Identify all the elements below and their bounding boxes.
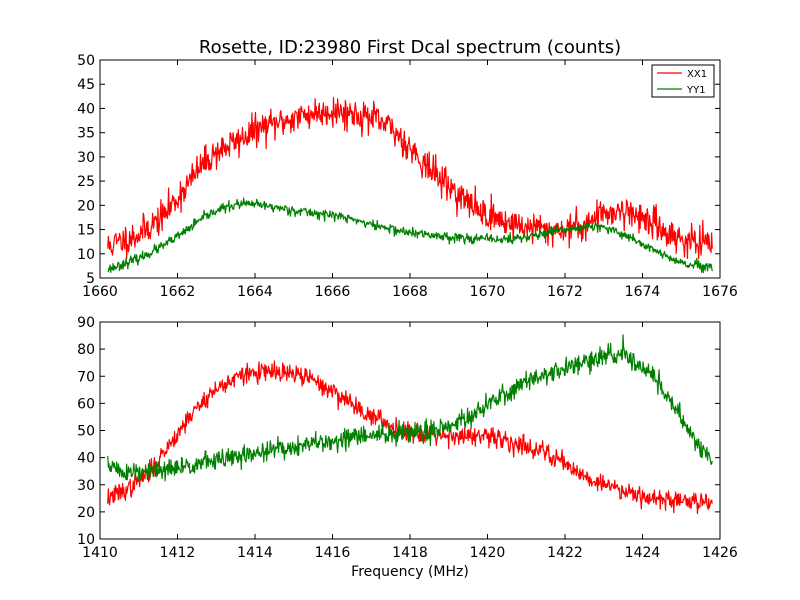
top-axis-ticks: 1660 1662 1664 1666 1668 1670 1672 1674 1676 5 10 1… [77,53,738,300]
top-xtick-label: 1670 [470,284,506,300]
bottom-ytick-label: 20 [77,505,95,521]
bottom-xtick-label: 1426 [702,545,738,561]
bottom-xtick-label: 1424 [625,545,661,561]
bottom-ytick-label: 80 [77,342,95,358]
top-ytick-label: 10 [77,247,95,263]
bottom-spectrum-panel: 1410 1412 1414 1416 1418 1420 1422 1424 1426 10 20… [77,315,738,561]
bottom-xtick-label: 1416 [315,545,351,561]
bottom-xtick-label: 1420 [470,545,506,561]
legend-frame [651,64,715,98]
top-xtick-label: 1674 [625,284,661,300]
bottom-ytick-label: 90 [77,315,95,331]
top-ytick-label: 35 [77,126,95,142]
bottom-xtick-label: 1414 [237,545,273,561]
top-series-group [107,97,713,274]
bottom-xtick-label: 1418 [392,545,428,561]
top-xtick-label: 1668 [392,284,428,300]
bottom-xtick-label: 1422 [547,545,583,561]
top-ytick-label: 15 [77,223,95,239]
top-legend: XX1 YY1 [651,64,715,98]
top-ytick-label: 20 [77,198,95,214]
top-ytick-label: 25 [77,174,95,190]
bottom-xtick-label: 1410 [82,545,118,561]
bottom-axis-ticks: 1410 1412 1414 1416 1418 1420 1422 1424 1426 10 20… [77,315,738,561]
bottom-ytick-label: 10 [77,532,95,548]
top-ytick-label: 50 [77,53,95,69]
bottom-series-yy1-line [107,334,713,482]
x-axis-label: Frequency (MHz) [351,564,469,580]
top-xtick-label: 1672 [547,284,583,300]
top-series-yy1-line [107,197,713,274]
top-ytick-label: 5 [86,271,95,287]
bottom-series-xx1-line [107,360,713,515]
figure-title: Rosette, ID:23980 First Dcal spectrum (c… [199,37,621,58]
bottom-ytick-label: 50 [77,424,95,440]
top-ytick-label: 30 [77,150,95,166]
top-ytick-label: 45 [77,77,95,93]
legend-label-xx1: XX1 [687,69,707,80]
bottom-ytick-label: 40 [77,451,95,467]
top-xtick-label: 1662 [160,284,196,300]
top-xtick-label: 1676 [702,284,738,300]
top-ytick-label: 40 [77,101,95,117]
legend-label-yy1: YY1 [686,85,706,96]
top-spectrum-panel: 1660 1662 1664 1666 1668 1670 1672 1674 1676 5 10 1… [77,53,738,300]
top-series-xx1-line [107,97,713,260]
bottom-ytick-label: 70 [77,369,95,385]
top-xtick-label: 1664 [237,284,273,300]
bottom-ytick-label: 30 [77,478,95,494]
top-xtick-label: 1660 [82,284,118,300]
bottom-ytick-label: 60 [77,396,95,412]
bottom-series-group [107,334,713,515]
bottom-xtick-label: 1412 [160,545,196,561]
top-xtick-label: 1666 [315,284,351,300]
